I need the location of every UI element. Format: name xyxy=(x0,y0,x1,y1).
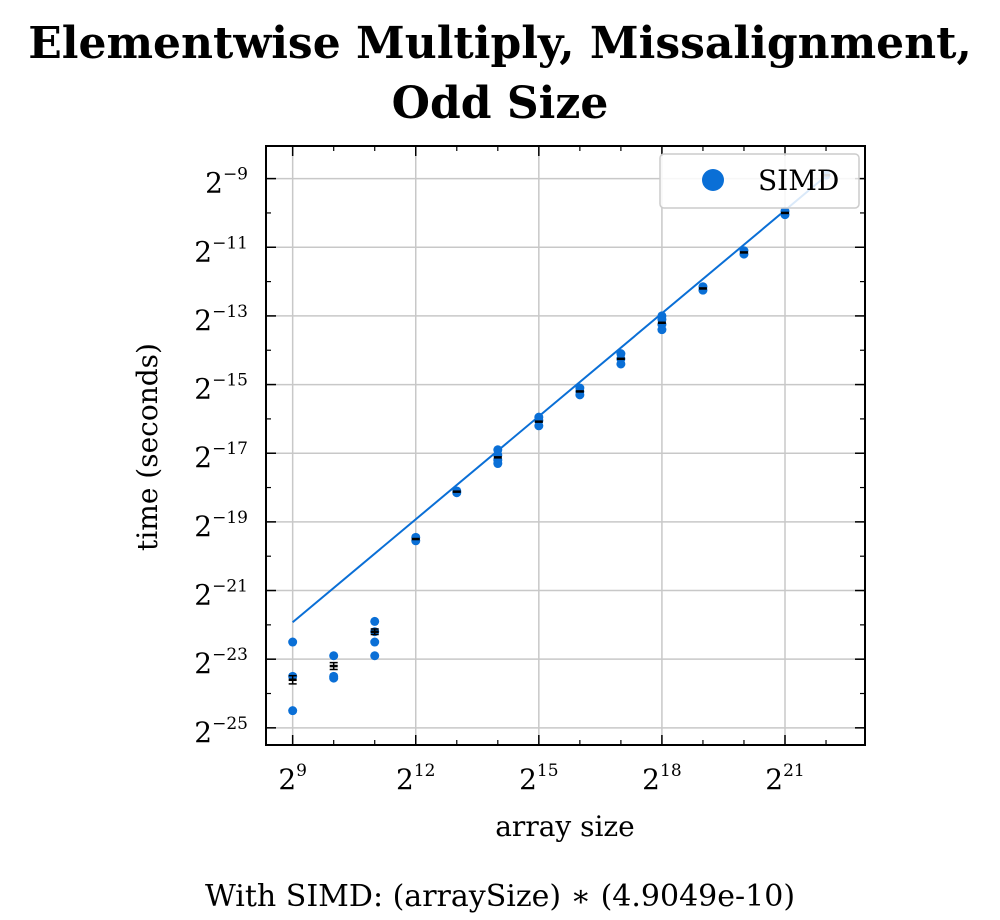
legend: SIMD xyxy=(659,153,860,209)
data-point xyxy=(329,673,339,683)
x-tick-label: 221 xyxy=(765,761,804,796)
x-tick-label: 29 xyxy=(278,761,307,796)
data-point xyxy=(370,651,380,661)
y-axis-label: time (seconds) xyxy=(131,343,164,551)
y-tick-label: 2−25 xyxy=(194,714,248,749)
y-tick-label: 2−19 xyxy=(194,508,248,543)
fit-line-layer xyxy=(292,175,827,624)
y-tick-label: 2−15 xyxy=(194,371,248,406)
x-tick-label: 218 xyxy=(642,761,681,796)
mean-markers xyxy=(288,173,831,685)
x-tick-label: 215 xyxy=(519,761,558,796)
data-point xyxy=(370,616,380,626)
x-tick-labels: 29 212 215 218 221 xyxy=(278,761,804,796)
data-point xyxy=(329,651,339,661)
data-point xyxy=(698,285,708,295)
data-point xyxy=(493,459,503,469)
data-point xyxy=(534,421,544,431)
chart-title-line-1: Elementwise Multiply, Missalignment, xyxy=(28,18,972,69)
plot-frame xyxy=(265,145,866,746)
y-tick-labels: 2−9 2−11 2−13 2−15 2−17 2−19 2−21 2−23 2−25 xyxy=(194,165,248,749)
y-tick-label: 2−11 xyxy=(194,233,248,268)
legend-box xyxy=(659,153,860,209)
y-tick-label: 2−17 xyxy=(194,439,248,474)
legend-marker xyxy=(702,169,724,191)
legend-label-simd: SIMD xyxy=(758,164,839,197)
y-tick-label: 2−13 xyxy=(194,302,248,337)
data-point xyxy=(739,249,749,259)
x-tick-label: 212 xyxy=(396,761,435,796)
x-axis-label: array size xyxy=(495,810,635,843)
data-point xyxy=(411,536,421,546)
y-tick-label: 2−21 xyxy=(194,577,248,612)
chart-title-line-2: Odd Size xyxy=(392,78,609,129)
data-point xyxy=(657,325,667,335)
data-point xyxy=(288,637,298,647)
data-point xyxy=(370,637,380,647)
grid xyxy=(266,146,865,745)
caption: With SIMD: (arraySize) ∗ (4.9049e-10) xyxy=(205,879,795,914)
data-point xyxy=(780,210,790,220)
data-point xyxy=(288,706,298,716)
y-tick-label: 2−9 xyxy=(205,165,248,200)
axis-ticks xyxy=(266,146,865,745)
y-tick-label: 2−23 xyxy=(194,645,248,680)
data-points xyxy=(288,170,831,716)
fit-line xyxy=(292,175,827,624)
data-point xyxy=(616,359,626,369)
